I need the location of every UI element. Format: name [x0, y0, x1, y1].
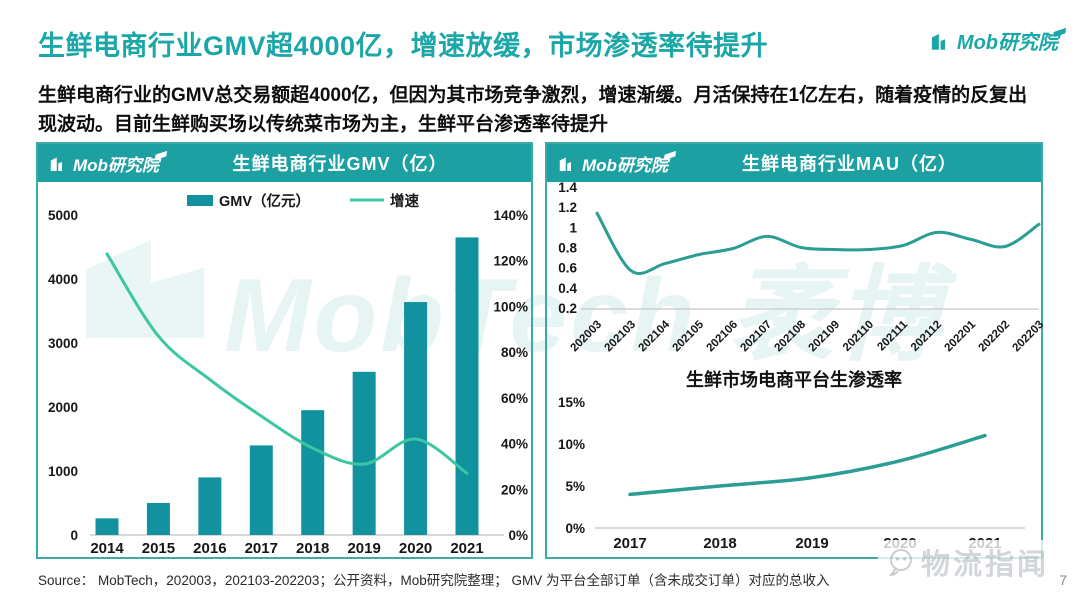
svg-text:2020: 2020: [399, 540, 432, 557]
svg-text:202104: 202104: [637, 318, 673, 354]
gmv-chart-title: 生鲜电商行业GMV（亿）: [232, 154, 448, 174]
svg-text:202112: 202112: [909, 319, 944, 354]
source-note: Source： MobTech，202003，202103-202203；公开资…: [38, 573, 830, 588]
page-number: 7: [1059, 572, 1067, 588]
mob-logo-text: Mob研究院: [582, 155, 668, 175]
svg-text:2016: 2016: [193, 540, 226, 557]
svg-text:2014: 2014: [90, 540, 124, 557]
penetration-chart-title: 生鲜市场电商平台生渗透率: [686, 370, 902, 390]
svg-text:20%: 20%: [501, 482, 528, 497]
mob-logo-text: Mob研究院: [956, 32, 1058, 54]
mob-logo-text: Mob研究院: [73, 155, 159, 175]
svg-text:2017: 2017: [613, 535, 646, 552]
mau-penetration-panel: Mob研究院 生鲜电商行业MAU（亿） 1.4 1.2 1 0.8 0.6 0.4 0.2 2…: [545, 142, 1046, 559]
mau-chart: 1.41.210.80.60.40.2202003202103202104202…: [558, 180, 1046, 355]
svg-text:100%: 100%: [493, 299, 528, 314]
svg-text:80%: 80%: [501, 345, 528, 360]
svg-text:202103: 202103: [603, 319, 639, 355]
mob-logo-mau: Mob研究院: [559, 150, 676, 176]
gmv-panel-header: Mob研究院 生鲜电商行业GMV（亿）: [38, 144, 531, 182]
svg-text:202106: 202106: [705, 319, 741, 355]
svg-text:增速: 增速: [390, 192, 419, 210]
svg-text:1: 1: [569, 220, 577, 235]
svg-text:202107: 202107: [739, 319, 775, 355]
svg-text:1000: 1000: [48, 464, 78, 479]
page-subtitle: 生鲜电商行业的GMV总交易额超4000亿，但因为其市场竞争激烈，增速渐缓。月活保…: [38, 85, 1028, 135]
svg-text:2015: 2015: [142, 540, 175, 557]
watermark-mobtech-text: MobTech 袤博: [224, 258, 944, 374]
mau-chart-title: 生鲜电商行业MAU（亿）: [741, 154, 957, 174]
svg-text:10%: 10%: [558, 437, 585, 452]
svg-text:202111: 202111: [875, 318, 910, 353]
svg-text:0.2: 0.2: [558, 301, 577, 316]
watermark-wuliuzhiwen: 物流指闻: [878, 540, 1058, 584]
svg-text:2018: 2018: [703, 535, 736, 552]
svg-text:1.4: 1.4: [558, 180, 577, 195]
svg-text:3000: 3000: [48, 336, 78, 351]
watermark-mobtech: MobTech 袤博: [86, 230, 943, 381]
watermark-wuliuzhiwen-text: 物流指闻: [921, 549, 1050, 581]
svg-text:60%: 60%: [501, 391, 528, 406]
svg-text:202203: 202203: [1011, 319, 1047, 355]
page-title: 生鲜电商行业GMV超4000亿，增速放缓，市场渗透率待提升: [38, 31, 769, 61]
page-header: 生鲜电商行业GMV超4000亿，增速放缓，市场渗透率待提升 Mob研究院: [38, 24, 1067, 63]
svg-text:140%: 140%: [493, 208, 528, 223]
svg-text:202201: 202201: [943, 318, 979, 354]
svg-text:0.4: 0.4: [558, 281, 577, 296]
mob-building-icon: [559, 157, 571, 171]
mob-building-icon: [931, 33, 945, 50]
svg-text:202110: 202110: [841, 319, 876, 354]
gmv-chart: 0 1000 2000 3000 4000 5000 0% 20% 40% 60% 80% 100% 1…: [48, 192, 528, 557]
svg-text:5000: 5000: [48, 208, 78, 223]
svg-text:15%: 15%: [558, 395, 585, 410]
svg-text:2018: 2018: [296, 540, 329, 557]
svg-text:0%: 0%: [508, 528, 528, 543]
svg-text:202003: 202003: [569, 319, 605, 355]
svg-text:4000: 4000: [48, 272, 78, 287]
svg-text:2019: 2019: [795, 535, 828, 552]
svg-text:202105: 202105: [671, 318, 707, 354]
svg-text:2019: 2019: [347, 540, 380, 557]
svg-text:2000: 2000: [48, 400, 78, 415]
mob-logo: Mob研究院: [931, 26, 1067, 55]
svg-text:202108: 202108: [773, 318, 809, 354]
svg-text:40%: 40%: [501, 437, 528, 452]
svg-text:202202: 202202: [977, 319, 1013, 355]
svg-text:5%: 5%: [565, 479, 585, 494]
svg-text:0: 0: [70, 528, 78, 543]
gmv-panel: Mob研究院 生鲜电商行业GMV（亿） 0 1000 2000 3000 4000 500…: [36, 142, 533, 559]
svg-text:1.2: 1.2: [558, 200, 577, 215]
svg-text:2017: 2017: [245, 540, 278, 557]
speech-bubble-icon: [889, 549, 912, 576]
svg-text:0.6: 0.6: [558, 261, 577, 276]
svg-text:0%: 0%: [565, 521, 585, 536]
mob-logo-gmv: Mob研究院: [50, 150, 167, 176]
svg-text:202109: 202109: [807, 319, 843, 355]
svg-text:GMV（亿元）: GMV（亿元）: [219, 192, 310, 210]
svg-text:2021: 2021: [450, 540, 483, 557]
svg-text:0.8: 0.8: [558, 241, 577, 256]
mau-panel-header: Mob研究院 生鲜电商行业MAU（亿）: [547, 144, 1041, 182]
mob-building-icon: [50, 157, 62, 171]
svg-text:120%: 120%: [493, 254, 528, 269]
